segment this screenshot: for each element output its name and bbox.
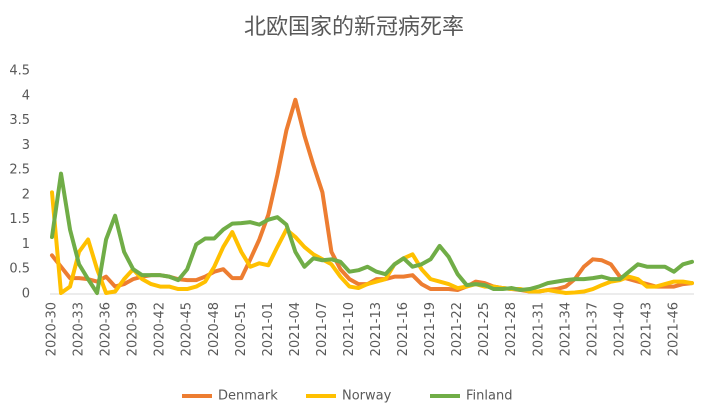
x-tick-label: 2021-28 [504, 302, 519, 356]
x-tick-label: 2021-46 [666, 302, 681, 356]
x-tick-label: 2021-19 [423, 302, 438, 356]
x-tick-label: 2021-40 [612, 302, 627, 356]
y-tick-label: 4.5 [9, 64, 30, 79]
x-tick-label: 2021-22 [450, 302, 465, 356]
x-tick-label: 2020-45 [180, 302, 195, 356]
legend-label: Denmark [218, 389, 278, 404]
y-tick-label: 2.5 [9, 163, 30, 178]
x-tick-label: 2021-43 [639, 302, 654, 356]
y-tick-label: 3.5 [9, 113, 30, 128]
legend-label: Finland [466, 389, 512, 404]
chart-title: 北欧国家的新冠病死率 [244, 15, 464, 40]
x-tick-label: 2020-51 [234, 302, 249, 356]
x-tick-label: 2020-42 [153, 302, 168, 356]
y-tick-label: 0 [22, 287, 30, 302]
y-tick-label: 2 [22, 187, 30, 202]
x-tick-label: 2020-39 [126, 302, 141, 356]
x-tick-label: 2021-07 [315, 302, 330, 356]
x-tick-label: 2020-30 [45, 302, 60, 356]
x-tick-label: 2021-31 [531, 302, 546, 356]
y-tick-label: 4 [22, 88, 30, 103]
x-tick-label: 2021-37 [585, 302, 600, 356]
x-tick-label: 2021-01 [261, 302, 276, 356]
x-tick-label: 2020-36 [99, 302, 114, 356]
x-tick-label: 2021-25 [477, 302, 492, 356]
x-tick-label: 2021-16 [396, 302, 411, 356]
x-tick-label: 2021-34 [558, 302, 573, 356]
x-tick-label: 2020-33 [72, 302, 87, 356]
y-tick-label: 1 [22, 237, 30, 252]
x-tick-label: 2020-48 [207, 302, 222, 356]
line-series [50, 190, 694, 296]
legend-label: Norway [342, 389, 392, 404]
line-series [50, 171, 694, 296]
x-tick-label: 2021-13 [369, 302, 384, 356]
y-tick-label: 0.5 [9, 262, 30, 277]
y-tick-label: 3 [22, 138, 30, 153]
x-tick-label: 2021-10 [342, 302, 357, 356]
line-series [50, 97, 694, 294]
y-tick-label: 1.5 [9, 212, 30, 227]
x-tick-label: 2021-04 [288, 302, 303, 356]
